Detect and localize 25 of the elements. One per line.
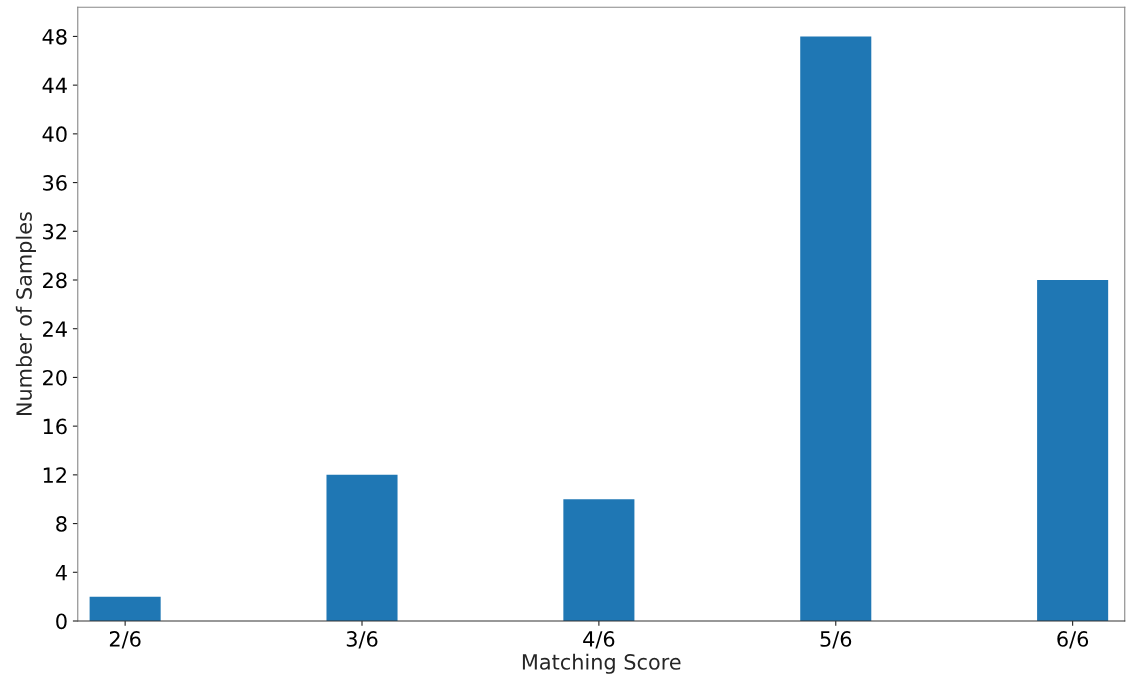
x-axis-title: Matching Score [522, 653, 681, 674]
bar [89, 596, 161, 621]
y-tick-label: 0 [56, 613, 67, 630]
bar [1037, 280, 1109, 621]
y-tick-label: 16 [43, 418, 67, 435]
x-tick-label: 6/6 [1057, 631, 1089, 649]
bar [800, 36, 872, 621]
x-tick-label: 4/6 [583, 631, 615, 649]
x-tick-label: 2/6 [109, 631, 141, 649]
y-axis-title: Number of Samples [15, 212, 36, 416]
y-tick-label: 48 [42, 28, 67, 45]
y-tick-label: 36 [43, 175, 67, 191]
y-tick-label: 8 [56, 516, 67, 532]
y-tick-label: 12 [43, 467, 66, 483]
x-tick-label: 5/6 [820, 631, 852, 649]
y-tick-label: 32 [43, 223, 66, 240]
y-tick-label: 20 [43, 369, 67, 386]
bar [326, 474, 398, 621]
y-tick-label: 40 [42, 126, 67, 143]
y-tick-label: 24 [43, 321, 67, 337]
y-tick-label: 44 [42, 77, 67, 94]
bar [563, 499, 635, 621]
y-tick-label: 28 [43, 272, 67, 289]
y-tick-label: 4 [55, 565, 67, 581]
x-tick-label: 3/6 [346, 631, 378, 649]
